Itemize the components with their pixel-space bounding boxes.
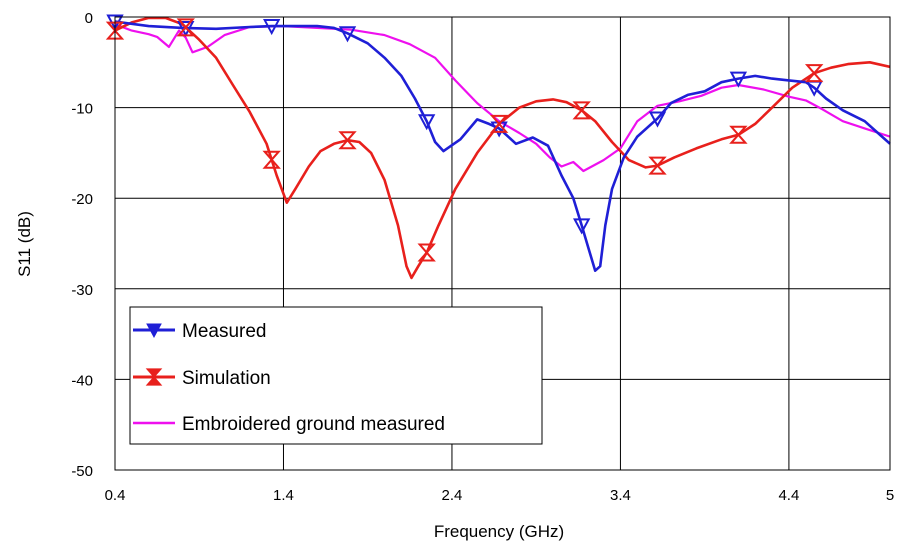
marker-measured <box>418 114 436 131</box>
marker-simulation <box>417 243 436 262</box>
y-axis-label: S11 (dB) <box>15 211 34 277</box>
x-tick-label: 5 <box>886 487 894 504</box>
x-axis-label: Frequency (GHz) <box>434 522 564 541</box>
legend-label-measured: Measured <box>182 321 267 342</box>
marker-measured <box>648 111 667 128</box>
series-line-measured <box>114 20 891 272</box>
x-tick-label: 0.4 <box>105 487 126 504</box>
legend-marker-measured <box>146 323 162 339</box>
legend-label-simulation: Simulation <box>182 368 271 389</box>
legend-marker-simulation <box>145 368 163 386</box>
marker-simulation <box>338 131 357 150</box>
marker-simulation <box>572 101 591 120</box>
marker-measured <box>729 71 748 88</box>
marker-simulation <box>729 125 748 144</box>
y-tick-label: -40 <box>71 372 93 389</box>
x-tick-label: 2.4 <box>442 487 463 504</box>
marker-measured <box>573 218 591 235</box>
series-line-embroidered <box>114 23 891 173</box>
marker-measured <box>338 26 357 43</box>
legend-item-simulation: Simulation <box>133 368 271 389</box>
y-tick-label: -50 <box>71 463 93 480</box>
plot-area-frame <box>114 16 891 471</box>
marker-simulation <box>489 114 509 133</box>
marker-measured <box>177 20 195 38</box>
legend-item-embroidered: Embroidered ground measured <box>133 414 445 435</box>
y-tick-label: -30 <box>71 282 93 299</box>
marker-measured <box>263 19 281 36</box>
legend: Measured Simulation Embroidered ground m… <box>129 306 543 445</box>
marker-simulation <box>648 156 667 175</box>
legend-box <box>129 306 543 445</box>
x-tick-label: 4.4 <box>778 487 799 504</box>
y-tick-labels: 0 -10 -20 -30 -40 -50 <box>71 10 93 480</box>
y-tick-label: -10 <box>71 101 93 118</box>
marker-simulation <box>176 18 195 37</box>
series-markers <box>105 14 824 262</box>
y-tick-label: 0 <box>85 10 93 27</box>
y-tick-label: -20 <box>71 191 93 208</box>
x-tick-label: 1.4 <box>273 487 294 504</box>
marker-simulation <box>262 150 281 169</box>
series-line-simulation <box>114 16 891 280</box>
legend-item-measured: Measured <box>133 321 267 342</box>
legend-label-embroidered: Embroidered ground measured <box>182 414 445 435</box>
x-tick-labels: 0.4 1.4 2.4 3.4 4.4 5 <box>105 487 895 504</box>
marker-simulation <box>804 64 824 83</box>
series-lines <box>114 16 891 280</box>
x-tick-label: 3.4 <box>610 487 631 504</box>
